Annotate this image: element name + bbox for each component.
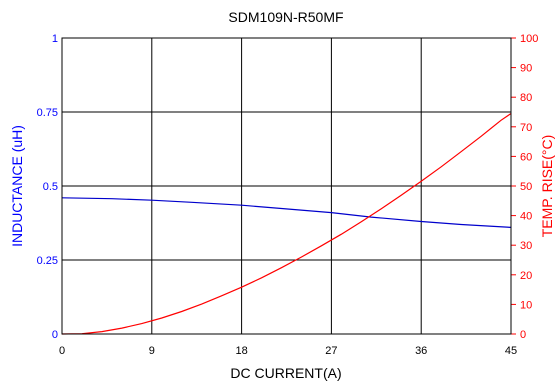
grid [61,37,512,335]
y-left-tick-label: 1 [52,33,58,45]
y-right-tick-label: 0 [520,329,526,341]
chart-title: SDM109N-R50MF [228,9,343,25]
y-right-tick-label: 40 [520,211,532,223]
y-left-tick-label: 0 [52,329,58,341]
series-lines [61,113,512,335]
x-tick-label: 45 [505,345,517,357]
y-right-tick-label: 100 [520,33,538,45]
x-tick-label: 9 [149,345,155,357]
x-tick-label: 36 [415,345,427,357]
y-right-tick-label: 10 [520,299,532,311]
y-right-tick-label: 90 [520,63,532,75]
x-axis-label: DC CURRENT(A) [230,365,341,381]
y-right-tick-label: 50 [520,181,532,193]
y-right-tick-label: 20 [520,270,532,282]
x-tick-label: 27 [325,345,337,357]
y-left-tick-label: 0.75 [37,107,58,119]
y-right-tick-label: 80 [520,92,532,104]
plot-frame [61,37,512,335]
temp-rise-line [61,113,512,335]
x-tick-label: 0 [59,345,65,357]
y-left-tick-label: 0.5 [43,181,58,193]
y-right-tick-label: 30 [520,240,532,252]
y-axis-right-label: TEMP. RISE(°C) [539,135,555,238]
y-left-tick-label: 0.25 [37,255,58,267]
y-right-tick-label: 70 [520,122,532,134]
inductance-line [61,197,512,228]
y-right-tick-label: 60 [520,151,532,163]
ticks: 0 9 18 27 36 4500.250.50.75101020304050607080… [37,33,539,357]
x-tick-label: 18 [235,345,247,357]
y-axis-left-label: INDUCTANCE (uH) [9,125,25,247]
